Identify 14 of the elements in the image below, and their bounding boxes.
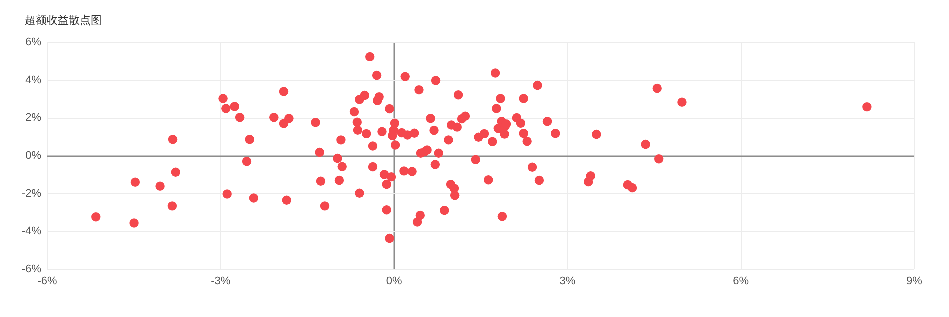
- x-tick-label: -6%: [38, 276, 58, 288]
- y-tick-label: 0%: [26, 150, 42, 162]
- x-tick-label: 3%: [560, 276, 576, 288]
- chart-title: 超额收益散点图: [25, 14, 102, 27]
- y-tick-label: -6%: [22, 264, 42, 276]
- x-tick-label: 9%: [906, 276, 923, 288]
- x-tick-label: 0%: [386, 276, 402, 288]
- y-tick-label: -4%: [22, 226, 42, 238]
- y-tick-label: -2%: [22, 188, 42, 200]
- x-tick-label: 6%: [733, 276, 750, 288]
- y-tick-label: 6%: [26, 36, 42, 48]
- y-tick-label: 4%: [26, 74, 42, 86]
- x-tick-label: -3%: [211, 276, 231, 288]
- y-tick-label: 2%: [26, 112, 42, 124]
